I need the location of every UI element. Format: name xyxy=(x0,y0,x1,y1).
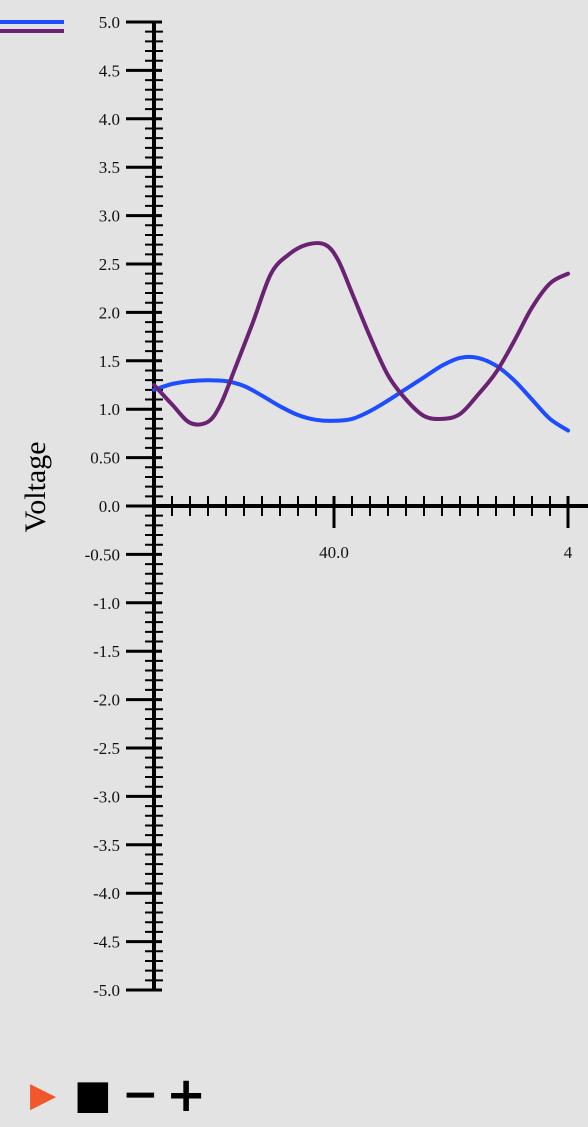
play-icon[interactable]: ▶ xyxy=(30,1075,57,1115)
y-tick-label: 1.0 xyxy=(99,400,120,419)
controls-bar: ▶ ■ − + xyxy=(30,1070,210,1120)
y-tick-label: 4.5 xyxy=(99,61,120,80)
y-tick-label: -1.5 xyxy=(93,642,120,661)
x-tick-label: 4 xyxy=(564,543,573,562)
x-tick-label: 40.0 xyxy=(319,543,349,562)
y-tick-label: 0.0 xyxy=(99,497,120,516)
y-tick-label: -0.50 xyxy=(85,545,120,564)
y-tick-label: 2.0 xyxy=(99,303,120,322)
y-tick-label: -3.5 xyxy=(93,836,120,855)
series-line-purple xyxy=(152,241,570,427)
y-tick-label: 3.5 xyxy=(99,158,120,177)
axes: 5.0 4.5 4.0 3.5 3.0 2.5 2.0 1.5 1.0 0.50 0.0 -0.50 -… xyxy=(85,13,588,1000)
zoom-in-icon[interactable]: + xyxy=(166,1067,207,1123)
y-tick-label: 4.0 xyxy=(99,110,120,129)
y-tick-label: -4.5 xyxy=(93,933,120,952)
plot-area xyxy=(152,241,570,433)
y-tick-label: -5.0 xyxy=(93,981,120,1000)
legend xyxy=(0,20,64,33)
y-tick-label: -4.0 xyxy=(93,884,120,903)
y-tick-label: 5.0 xyxy=(99,13,120,32)
y-tick-label: 1.5 xyxy=(99,352,120,371)
y-tick-label: -2.0 xyxy=(93,691,120,710)
stop-icon[interactable]: ■ xyxy=(74,1072,112,1118)
y-tick-label: -1.0 xyxy=(93,594,120,613)
zoom-out-icon[interactable]: − xyxy=(122,1069,159,1120)
y-tick-label: -2.5 xyxy=(93,739,120,758)
y-axis-label: Voltage xyxy=(19,441,52,532)
series-line-blue xyxy=(152,354,570,433)
y-tick-label: 2.5 xyxy=(99,255,120,274)
y-tick-label: 3.0 xyxy=(99,207,120,226)
y-tick-label: -3.0 xyxy=(93,787,120,806)
y-tick-label: 0.50 xyxy=(90,449,120,468)
